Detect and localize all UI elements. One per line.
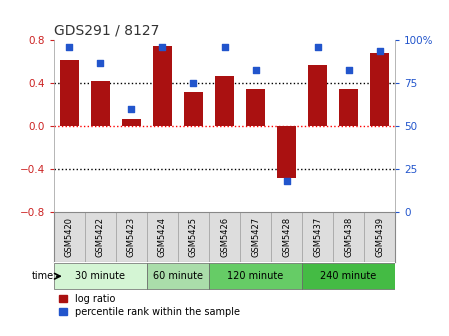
- Text: 30 minute: 30 minute: [75, 271, 125, 281]
- Point: [345, 67, 352, 72]
- Bar: [153, 46, 172, 126]
- Bar: [302, 263, 395, 289]
- Text: GSM5439: GSM5439: [375, 217, 384, 257]
- Text: GSM5428: GSM5428: [282, 217, 291, 257]
- Bar: [215, 76, 234, 126]
- Text: GSM5420: GSM5420: [65, 217, 74, 257]
- Point: [376, 48, 383, 53]
- Bar: [184, 92, 203, 126]
- Text: time: time: [32, 271, 54, 281]
- Bar: [308, 65, 327, 126]
- Point: [97, 60, 104, 66]
- Text: 120 minute: 120 minute: [227, 271, 284, 281]
- Text: GSM5427: GSM5427: [251, 217, 260, 257]
- Text: GSM5424: GSM5424: [158, 217, 167, 257]
- Legend: log ratio, percentile rank within the sample: log ratio, percentile rank within the sa…: [59, 294, 240, 317]
- Text: GSM5422: GSM5422: [96, 217, 105, 257]
- Text: GSM5425: GSM5425: [189, 217, 198, 257]
- Bar: [370, 53, 389, 126]
- Text: 60 minute: 60 minute: [153, 271, 203, 281]
- Point: [128, 107, 135, 112]
- Point: [314, 44, 321, 50]
- Text: GSM5437: GSM5437: [313, 217, 322, 257]
- Bar: [246, 89, 265, 126]
- Point: [159, 44, 166, 50]
- Bar: [209, 263, 302, 289]
- Point: [190, 81, 197, 86]
- Point: [221, 44, 228, 50]
- Bar: [339, 89, 358, 126]
- Bar: [277, 126, 296, 178]
- Bar: [54, 263, 147, 289]
- Point: [66, 44, 73, 50]
- Text: GSM5423: GSM5423: [127, 217, 136, 257]
- Point: [283, 179, 290, 184]
- Text: GSM5438: GSM5438: [344, 217, 353, 257]
- Bar: [122, 119, 141, 126]
- Bar: [147, 263, 209, 289]
- Bar: [60, 60, 79, 126]
- Bar: [91, 81, 110, 126]
- Point: [252, 67, 259, 72]
- Text: GDS291 / 8127: GDS291 / 8127: [54, 24, 159, 38]
- Text: GSM5426: GSM5426: [220, 217, 229, 257]
- Text: 240 minute: 240 minute: [321, 271, 377, 281]
